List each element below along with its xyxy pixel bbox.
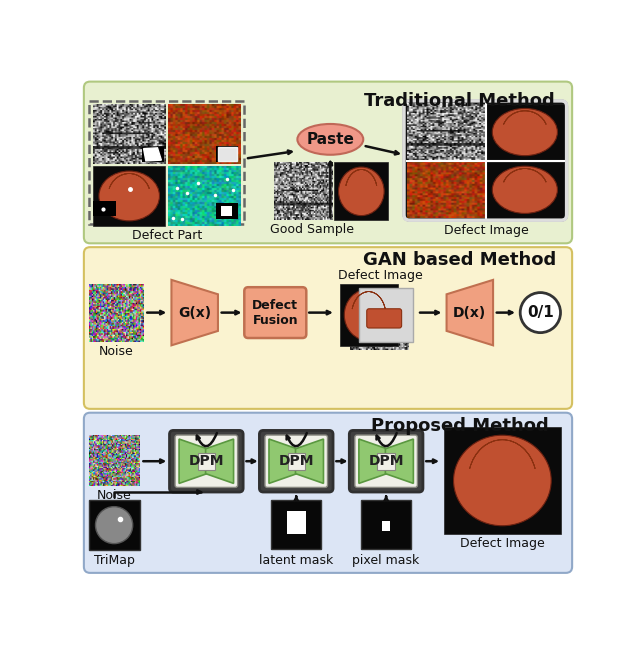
- FancyBboxPatch shape: [349, 430, 423, 492]
- Text: Noise: Noise: [99, 345, 134, 358]
- Text: Traditional Method: Traditional Method: [364, 91, 555, 110]
- Text: DPM: DPM: [278, 454, 314, 469]
- Bar: [142, 147, 164, 163]
- Text: Proposed Method: Proposed Method: [371, 417, 548, 435]
- Text: GAN based Method: GAN based Method: [363, 251, 556, 269]
- Ellipse shape: [298, 124, 364, 155]
- FancyBboxPatch shape: [355, 435, 417, 487]
- Polygon shape: [179, 439, 207, 483]
- Text: Defect Part: Defect Part: [132, 229, 202, 242]
- Bar: [93, 167, 165, 226]
- Bar: [221, 206, 232, 216]
- Bar: [90, 101, 244, 224]
- Polygon shape: [205, 439, 234, 483]
- Bar: [216, 202, 238, 220]
- Bar: [198, 452, 215, 470]
- Polygon shape: [269, 439, 297, 483]
- Polygon shape: [172, 280, 218, 345]
- Text: DPM: DPM: [369, 454, 404, 469]
- Polygon shape: [296, 439, 323, 483]
- Polygon shape: [385, 439, 413, 483]
- Bar: [359, 288, 413, 342]
- Text: Defect Image: Defect Image: [339, 269, 423, 282]
- FancyBboxPatch shape: [244, 287, 307, 338]
- Bar: [271, 500, 321, 549]
- Text: G(x): G(x): [178, 306, 211, 319]
- Ellipse shape: [344, 289, 393, 341]
- Ellipse shape: [99, 171, 159, 221]
- FancyBboxPatch shape: [259, 430, 333, 492]
- Text: D(x): D(x): [453, 306, 486, 319]
- Polygon shape: [143, 148, 161, 161]
- Bar: [378, 452, 395, 470]
- Ellipse shape: [454, 435, 551, 526]
- Text: latent mask: latent mask: [259, 553, 333, 566]
- Ellipse shape: [492, 108, 557, 156]
- Bar: [334, 163, 388, 220]
- Ellipse shape: [339, 167, 384, 216]
- FancyBboxPatch shape: [265, 435, 328, 487]
- Ellipse shape: [95, 507, 132, 544]
- Ellipse shape: [492, 166, 557, 213]
- FancyBboxPatch shape: [367, 308, 402, 328]
- Text: TriMap: TriMap: [93, 553, 134, 566]
- Polygon shape: [359, 439, 387, 483]
- Text: Defect Image: Defect Image: [460, 537, 545, 550]
- Text: DPM: DPM: [189, 454, 224, 469]
- Bar: [382, 520, 390, 531]
- FancyBboxPatch shape: [84, 413, 572, 573]
- FancyBboxPatch shape: [84, 82, 572, 243]
- Text: pixel mask: pixel mask: [353, 553, 420, 566]
- Bar: [287, 452, 305, 470]
- FancyBboxPatch shape: [404, 101, 566, 220]
- Circle shape: [520, 293, 561, 332]
- Bar: [486, 162, 564, 218]
- Text: Defect
Fusion: Defect Fusion: [252, 299, 298, 327]
- Bar: [486, 104, 564, 160]
- FancyBboxPatch shape: [170, 430, 243, 492]
- Text: Paste: Paste: [307, 132, 355, 147]
- Text: 0/1: 0/1: [527, 305, 554, 320]
- FancyBboxPatch shape: [84, 247, 572, 409]
- Polygon shape: [218, 147, 237, 161]
- Text: Defect Image: Defect Image: [444, 224, 529, 237]
- Bar: [93, 201, 116, 216]
- FancyBboxPatch shape: [175, 435, 237, 487]
- Text: Noise: Noise: [97, 489, 131, 502]
- Text: Good Sample: Good Sample: [271, 222, 355, 235]
- Bar: [287, 511, 305, 535]
- Bar: [90, 500, 140, 550]
- Polygon shape: [447, 280, 493, 345]
- Bar: [444, 426, 561, 535]
- Bar: [362, 500, 411, 549]
- Bar: [340, 284, 397, 346]
- Bar: [216, 146, 238, 163]
